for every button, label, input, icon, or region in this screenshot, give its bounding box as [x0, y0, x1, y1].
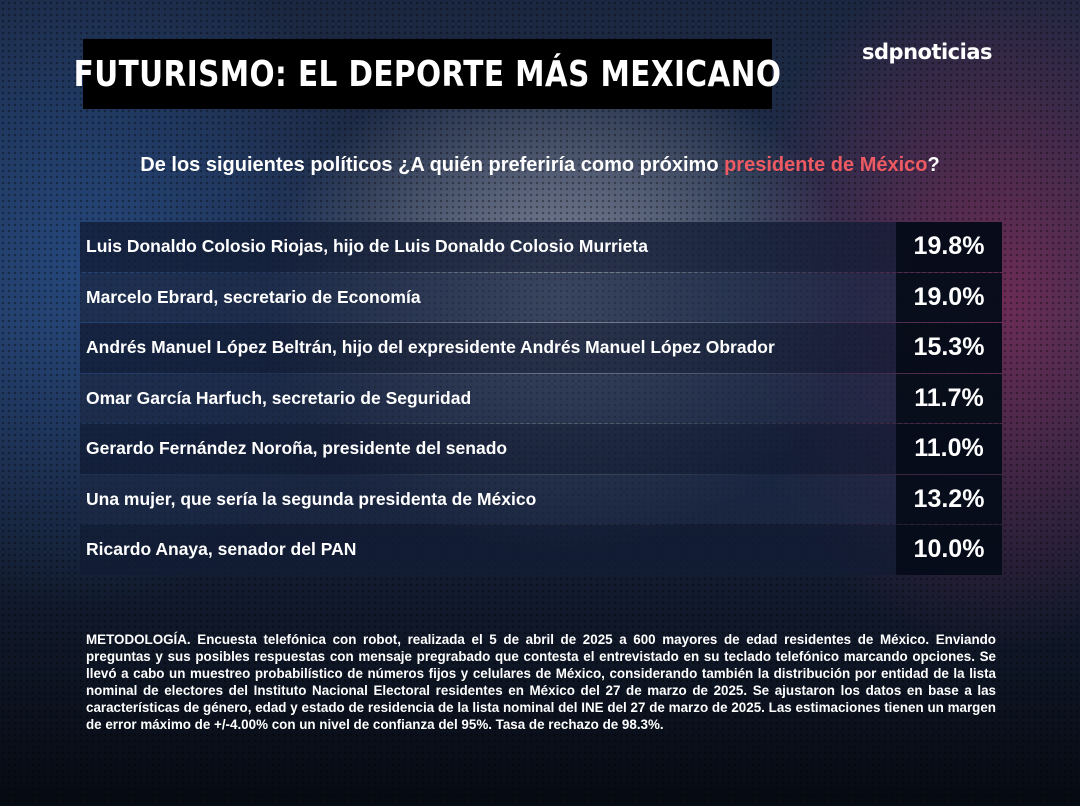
methodology-note: METODOLOGÍA. Encuesta telefónica con rob…	[86, 632, 996, 732]
candidate-percentage: 13.2%	[896, 474, 1002, 524]
result-row: Gerardo Fernández Noroña, presidente del…	[80, 424, 1002, 474]
candidate-percentage: 11.7%	[896, 373, 1002, 423]
candidate-label: Una mujer, que sería la segunda presiden…	[86, 488, 537, 509]
brand-logo: sdpnoticias	[862, 40, 993, 64]
candidate-label: Gerardo Fernández Noroña, presidente del…	[86, 438, 508, 459]
result-row: Luis Donaldo Colosio Riojas, hijo de Lui…	[80, 222, 1002, 272]
candidate-percentage: 10.0%	[896, 525, 1002, 575]
candidate-label: Andrés Manuel López Beltrán, hijo del ex…	[86, 337, 775, 358]
candidate-label: Omar García Harfuch, secretario de Segur…	[86, 387, 472, 408]
result-row: Una mujer, que sería la segunda presiden…	[80, 474, 1002, 524]
candidate-percentage: 19.0%	[896, 272, 1002, 322]
result-row: Omar García Harfuch, secretario de Segur…	[80, 373, 1002, 423]
candidate-percentage: 19.8%	[896, 222, 1002, 272]
result-row: Andrés Manuel López Beltrán, hijo del ex…	[80, 323, 1002, 373]
page-title: FUTURISMO: EL DEPORTE MÁS MEXICANO	[73, 53, 782, 95]
candidate-percentage: 15.3%	[896, 323, 1002, 373]
results-table: Luis Donaldo Colosio Riojas, hijo de Lui…	[80, 222, 1002, 576]
title-banner: FUTURISMO: EL DEPORTE MÁS MEXICANO	[74, 39, 781, 109]
candidate-label: Luis Donaldo Colosio Riojas, hijo de Lui…	[86, 236, 648, 257]
result-row: Ricardo Anaya, senador del PAN 10.0%	[80, 525, 1002, 575]
candidate-percentage: 11.0%	[896, 424, 1002, 474]
question-mark: ?	[927, 154, 940, 176]
candidate-label: Ricardo Anaya, senador del PAN	[86, 539, 357, 560]
survey-question: De los siguientes políticos ¿A quién pre…	[0, 154, 1080, 177]
candidate-label: Marcelo Ebrard, secretario de Economía	[86, 286, 421, 307]
question-text: De los siguientes políticos ¿A quién pre…	[140, 154, 725, 176]
question-highlight: presidente de México	[724, 154, 928, 176]
result-row: Marcelo Ebrard, secretario de Economía 1…	[80, 272, 1002, 322]
